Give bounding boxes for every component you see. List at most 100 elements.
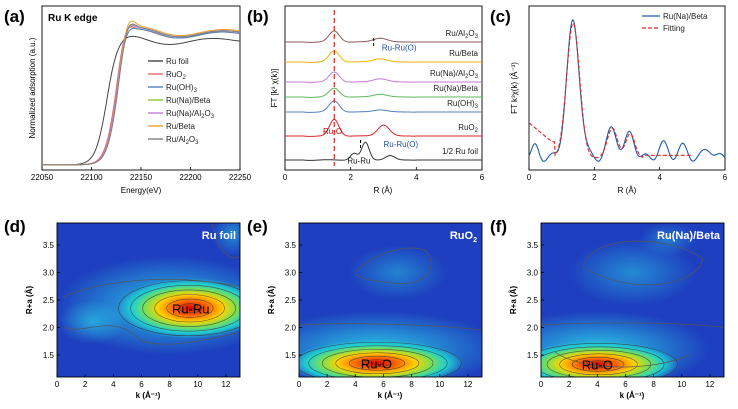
panel-e-map-contour-5	[308, 345, 448, 377]
panel-b-series-ru-al2o3	[285, 30, 482, 43]
panel-f-ytick-label-2.5: 2.5	[527, 296, 539, 305]
panel-f-title: Ru(Na)/Beta	[657, 230, 721, 242]
panel-d-map-contour-2	[166, 298, 214, 318]
panel-a-title: Ru K edge	[48, 13, 98, 24]
panel-label-b: (b)	[247, 7, 269, 26]
panel-d-xtick-label-6: 6	[139, 380, 144, 389]
panel-label-f: (f)	[490, 217, 507, 236]
panel-d-ytick-label-2.5: 2.5	[43, 296, 55, 305]
panel-f-wavelet-map: Ru-O Ru(Na)/Beta k (Å⁻¹) R+a (Å) 0 2 4 6 8 10…	[509, 222, 725, 400]
panel-d-xtick-label-12: 12	[221, 380, 230, 389]
panel-f-map-outline-0	[582, 240, 704, 286]
panel-b-series-ru-na-beta	[285, 87, 482, 98]
panel-b-xtick-label-6: 6	[480, 173, 485, 182]
panel-b-series-label-ru-beta: Ru/Beta	[449, 49, 478, 58]
panel-d-hotspot-label: Ru-Ru	[172, 301, 210, 316]
panel-e-ytick-label-2: 2.0	[285, 324, 297, 333]
panel-d-map-glow-2	[211, 223, 240, 256]
panel-c-xtick-label-0: 0	[527, 173, 532, 182]
panel-b-series-label-ru-na-al2o3: Ru(Na)/Al2O3	[430, 69, 479, 80]
panel-e-ytick-label-3.5: 3.5	[285, 241, 297, 250]
panel-b-series-label-ru-na-beta: Ru(Na)/Beta	[434, 84, 479, 93]
panel-c-xtick-label-6: 6	[723, 173, 728, 182]
panel-c-ylabel: FT k³χ(k) (Å⁻³)	[510, 62, 519, 114]
panel-f-map-contour-1	[584, 360, 611, 369]
panel-f-map-contour-2	[571, 357, 625, 372]
panel-e-hotspot-label: Ru-O	[361, 356, 392, 371]
panel-f-ytick-label-2: 2.0	[527, 324, 539, 333]
panel-e-map-contour-4	[321, 348, 434, 377]
panel-d-xlabel: k (Å⁻¹)	[136, 391, 161, 400]
panel-f-map-contour-5	[541, 346, 665, 377]
panel-label-d: (d)	[4, 217, 26, 236]
panel-d-map-glow-1	[57, 300, 128, 344]
panel-d-ytick-label-3: 3.0	[43, 269, 55, 278]
panel-e-xtick-label-8: 8	[409, 380, 414, 389]
panel-f-map-glow-2	[639, 223, 696, 256]
panel-label-c: (c)	[490, 7, 511, 26]
panel-d-xtick-label-4: 4	[111, 380, 116, 389]
panel-f-ytick-label-1.5: 1.5	[527, 351, 539, 360]
panel-label-a: (a)	[4, 7, 25, 26]
panel-f-xtick-label-12: 12	[705, 380, 714, 389]
panel-d-xtick-label-2: 2	[83, 380, 88, 389]
panel-d-map-contour-4	[142, 289, 236, 327]
panel-b-annotation-0: Ru-Ru(O)	[382, 43, 417, 52]
panel-b-ft-chart: R (Å) FT [k³ χ(k)] 0 2 4 6 Ru/Al2O3 Ru/Beta R…	[270, 5, 485, 195]
panel-b-xlabel: R (Å)	[374, 186, 393, 195]
panel-f-xtick-label-0: 0	[539, 380, 544, 389]
panel-d-map-contour-6	[118, 280, 240, 337]
panel-f-map-contour-3	[559, 353, 638, 376]
panel-f-map-contour-6	[541, 343, 678, 377]
panel-b-ylabel: FT [k³ χ(k)]	[270, 69, 279, 108]
panel-c-fit-chart: R (Å) FT k³χ(k) (Å⁻³) 0 2 4 6 Ru(Na)/Beta Fi…	[510, 5, 728, 195]
panel-b-series-ruo2	[285, 118, 482, 137]
panel-d-map-contour-5	[130, 285, 240, 332]
panel-a-xlabel: Energy(eV)	[121, 186, 162, 195]
panel-d-xtick-label-8: 8	[167, 380, 172, 389]
panel-d-ytick-label-1.5: 1.5	[43, 351, 55, 360]
panel-f-xtick-label-10: 10	[677, 380, 686, 389]
panel-d-ylabel: R+a (Å)	[25, 286, 34, 315]
panel-a-legend-label-ruo2: RuO2	[166, 70, 186, 81]
panel-b-series-label-1-2-ru-foil: 1/2 Ru foil	[442, 147, 478, 156]
panel-e-map-contour-2	[349, 355, 406, 371]
panel-b-annotation-2: Ru-Ru(O)	[384, 140, 419, 149]
panel-c-legend-label-fitting: Fitting	[663, 24, 685, 33]
panel-c-xtick-label-4: 4	[657, 173, 662, 182]
panel-e-ylabel: R+a (Å)	[267, 286, 276, 315]
panel-f-ylabel: R+a (Å)	[509, 286, 518, 315]
panel-f-xtick-label-8: 8	[651, 380, 656, 389]
panel-d-map-outline-1	[63, 325, 238, 345]
panel-a-legend-label-ru-oh-3: Ru(OH)3	[166, 83, 198, 94]
panel-c-xlabel: R (Å)	[618, 186, 637, 195]
panel-e-xtick-label-4: 4	[353, 380, 358, 389]
panel-e-map-contour-1	[362, 359, 391, 368]
panel-f-map-outline-1	[541, 322, 724, 328]
panel-a-legend-label-ru-na-al2o3: Ru(Na)/Al2O3	[166, 109, 215, 120]
panel-a-legend-label-ru-beta: Ru/Beta	[166, 122, 195, 131]
panel-b-xtick-label-0: 0	[283, 173, 288, 182]
panel-e-map-contour-6	[299, 341, 462, 377]
panel-f-xlabel: k (Å⁻¹)	[620, 391, 645, 400]
panel-c-xtick-label-2: 2	[592, 173, 597, 182]
panel-b-series-label-ruo2: RuO2	[458, 123, 478, 134]
panel-b-series-ru-oh-3	[285, 100, 482, 113]
panel-a-legend-label-ru-foil: Ru foil	[166, 57, 189, 66]
panel-e-xtick-label-0: 0	[297, 380, 302, 389]
panel-a-series-ru-al2o3	[42, 23, 241, 166]
panel-b-series-ru-na-al2o3	[285, 71, 482, 83]
panel-e-title: RuO2	[450, 230, 477, 244]
panel-d-xtick-label-0: 0	[55, 380, 60, 389]
panel-f-xtick-label-2: 2	[567, 380, 572, 389]
panel-d-ytick-label-3.5: 3.5	[43, 241, 55, 250]
panel-e-wavelet-map: Ru-O RuO2 k (Å⁻¹) R+a (Å) 0 2 4 6 8 10 12 1.5 2.…	[267, 222, 483, 400]
panel-d-map-outline-0	[62, 278, 238, 298]
panel-f-ytick-label-3.5: 3.5	[527, 241, 539, 250]
panel-f-hotspot-label: Ru-O	[582, 357, 613, 372]
panel-e-xtick-label-10: 10	[435, 380, 444, 389]
panel-e-map-contour-3	[335, 352, 420, 375]
panel-a-xtick-label-22200: 22200	[179, 173, 202, 182]
panel-d-map-outline-2	[211, 223, 240, 259]
